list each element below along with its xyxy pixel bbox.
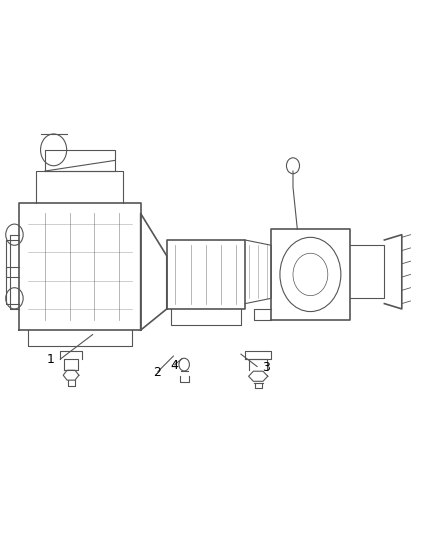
Text: 1: 1 (47, 353, 55, 366)
Text: 4: 4 (170, 359, 178, 373)
Text: 2: 2 (153, 366, 161, 379)
Text: 3: 3 (261, 361, 269, 374)
Polygon shape (141, 214, 167, 330)
